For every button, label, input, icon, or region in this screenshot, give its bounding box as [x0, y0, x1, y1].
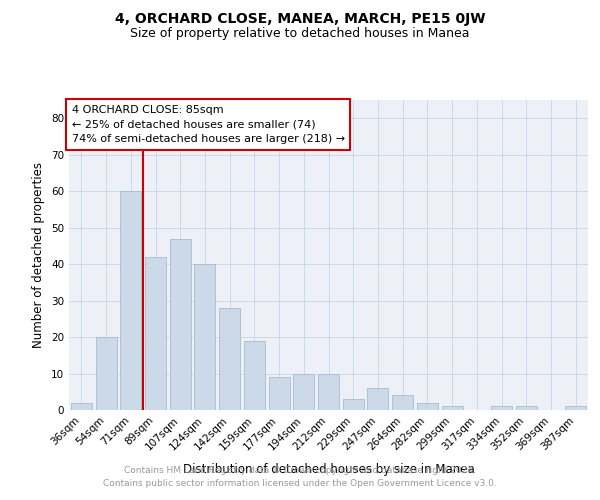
- Text: 4, ORCHARD CLOSE, MANEA, MARCH, PE15 0JW: 4, ORCHARD CLOSE, MANEA, MARCH, PE15 0JW: [115, 12, 485, 26]
- Bar: [244, 340, 265, 410]
- Bar: [491, 406, 512, 410]
- Bar: [367, 388, 388, 410]
- Bar: [170, 238, 191, 410]
- Bar: [516, 406, 537, 410]
- Bar: [95, 337, 116, 410]
- X-axis label: Distribution of detached houses by size in Manea: Distribution of detached houses by size …: [182, 463, 475, 476]
- Bar: [565, 406, 586, 410]
- Bar: [269, 377, 290, 410]
- Bar: [120, 191, 141, 410]
- Text: Size of property relative to detached houses in Manea: Size of property relative to detached ho…: [130, 28, 470, 40]
- Bar: [219, 308, 240, 410]
- Y-axis label: Number of detached properties: Number of detached properties: [32, 162, 46, 348]
- Bar: [293, 374, 314, 410]
- Text: Contains HM Land Registry data © Crown copyright and database right 2024.
Contai: Contains HM Land Registry data © Crown c…: [103, 466, 497, 487]
- Bar: [145, 257, 166, 410]
- Bar: [71, 402, 92, 410]
- Bar: [417, 402, 438, 410]
- Bar: [343, 399, 364, 410]
- Bar: [318, 374, 339, 410]
- Bar: [194, 264, 215, 410]
- Bar: [392, 396, 413, 410]
- Text: 4 ORCHARD CLOSE: 85sqm
← 25% of detached houses are smaller (74)
74% of semi-det: 4 ORCHARD CLOSE: 85sqm ← 25% of detached…: [71, 104, 345, 144]
- Bar: [442, 406, 463, 410]
